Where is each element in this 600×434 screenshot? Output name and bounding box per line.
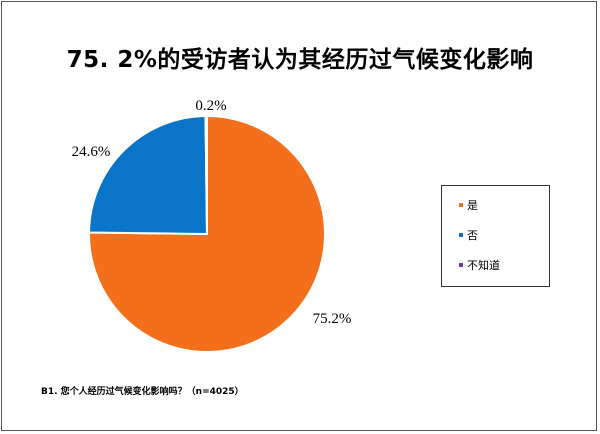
legend-swatch-dont-know [459,263,463,267]
legend-item-yes: 是 [459,197,478,213]
legend-swatch-yes [459,203,463,207]
chart-footnote: B1. 您个人经历过气候变化影响吗？（n=4025） [41,387,244,397]
pie-slice-no [87,114,209,236]
legend-label-dont-know: 不知道 [467,259,500,272]
chart-title: 75. 2%的受访者认为其经历过气候变化影响 [66,47,534,73]
legend-item-no: 否 [459,227,478,243]
data-label-yes: 75.2% [313,311,352,327]
data-label-no: 24.6% [72,144,111,160]
legend-label-no: 否 [467,229,478,242]
legend-label-yes: 是 [467,199,478,212]
legend-item-dont-know: 不知道 [459,257,500,273]
legend-swatch-no [459,233,463,237]
data-label-dont-know: 0.2% [195,98,226,114]
chart-legend: 是 否 不知道 [441,185,550,287]
pie-slice-dont-know [204,114,208,235]
pie-slice-yes [88,114,326,353]
